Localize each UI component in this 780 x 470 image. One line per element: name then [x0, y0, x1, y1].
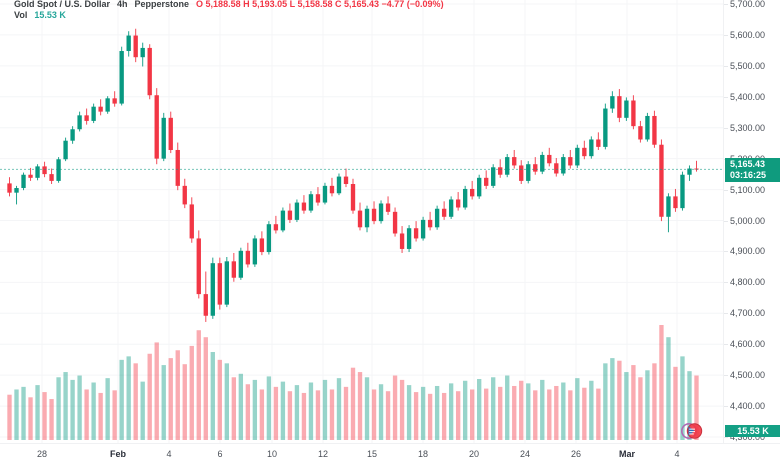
price-axis-label: 4,600.00: [730, 339, 766, 350]
price-axis-label: 5,500.00: [730, 60, 766, 71]
volume-value-tag: 15.53 K: [725, 424, 780, 437]
time-axis-label: 20: [468, 449, 480, 459]
price-axis-label: 4,500.00: [730, 370, 766, 381]
price-axis-label: 4,400.00: [730, 401, 766, 412]
price-axis-label: 4,900.00: [730, 246, 766, 257]
chart-gridlines: [0, 0, 723, 443]
price-axis-tick: [724, 96, 728, 98]
price-axis-tick: [724, 375, 728, 377]
time-axis-label: 26: [570, 449, 582, 459]
price-axis-tick: [724, 220, 728, 222]
price-axis-tick: [724, 34, 728, 36]
price-axis-tick: [724, 4, 728, 5]
price-axis-label: 5,000.00: [730, 215, 766, 226]
time-axis-label: 15: [366, 449, 378, 459]
price-axis-label: 4,700.00: [730, 308, 766, 319]
price-axis-tick: [724, 344, 728, 346]
time-axis-label: 28: [36, 449, 48, 459]
time-axis-label: Feb: [109, 449, 127, 459]
price-axis-label: 5,600.00: [730, 29, 766, 40]
time-axis-label: 12: [317, 449, 329, 459]
time-axis-label: Mar: [618, 449, 636, 459]
candlestick-series: [0, 28, 723, 440]
price-axis-tick: [724, 437, 728, 438]
price-axis-label: 5,100.00: [730, 184, 766, 195]
brand-watermark-icon: [681, 423, 703, 439]
price-axis-tick: [724, 282, 728, 284]
price-axis[interactable]: 5,165.43 03:16:25 15.53 K 5,700.00 5,600.…: [723, 0, 780, 443]
price-axis-tick: [724, 127, 728, 129]
price-axis-tick: [724, 406, 728, 408]
time-axis-label: 4: [166, 449, 172, 459]
chart-plot-area[interactable]: [0, 0, 723, 443]
price-axis-tick: [724, 65, 728, 67]
time-axis-label: 24: [519, 449, 531, 459]
price-axis-label: 5,300.00: [730, 122, 766, 133]
time-axis-label: 18: [417, 449, 429, 459]
current-price-tag: 5,165.43 03:16:25: [725, 158, 780, 183]
time-axis[interactable]: 28 Feb 4 6 10 12 15 18 20 24 26 Mar 4: [0, 443, 780, 470]
price-axis-tick: [724, 251, 728, 253]
price-axis-label: 4,300.00: [730, 432, 766, 442]
price-axis-label: 4,800.00: [730, 277, 766, 288]
time-axis-label: 6: [217, 449, 223, 459]
time-axis-label: 4: [674, 449, 680, 459]
current-price-value: 5,165.43: [730, 159, 766, 170]
bar-countdown: 03:16:25: [730, 170, 767, 181]
price-axis-label: 5,700.00: [730, 0, 766, 9]
price-axis-label: 5,400.00: [730, 91, 766, 102]
price-axis-tick: [724, 313, 728, 315]
price-axis-tick: [724, 189, 728, 191]
time-axis-label: 10: [266, 449, 278, 459]
